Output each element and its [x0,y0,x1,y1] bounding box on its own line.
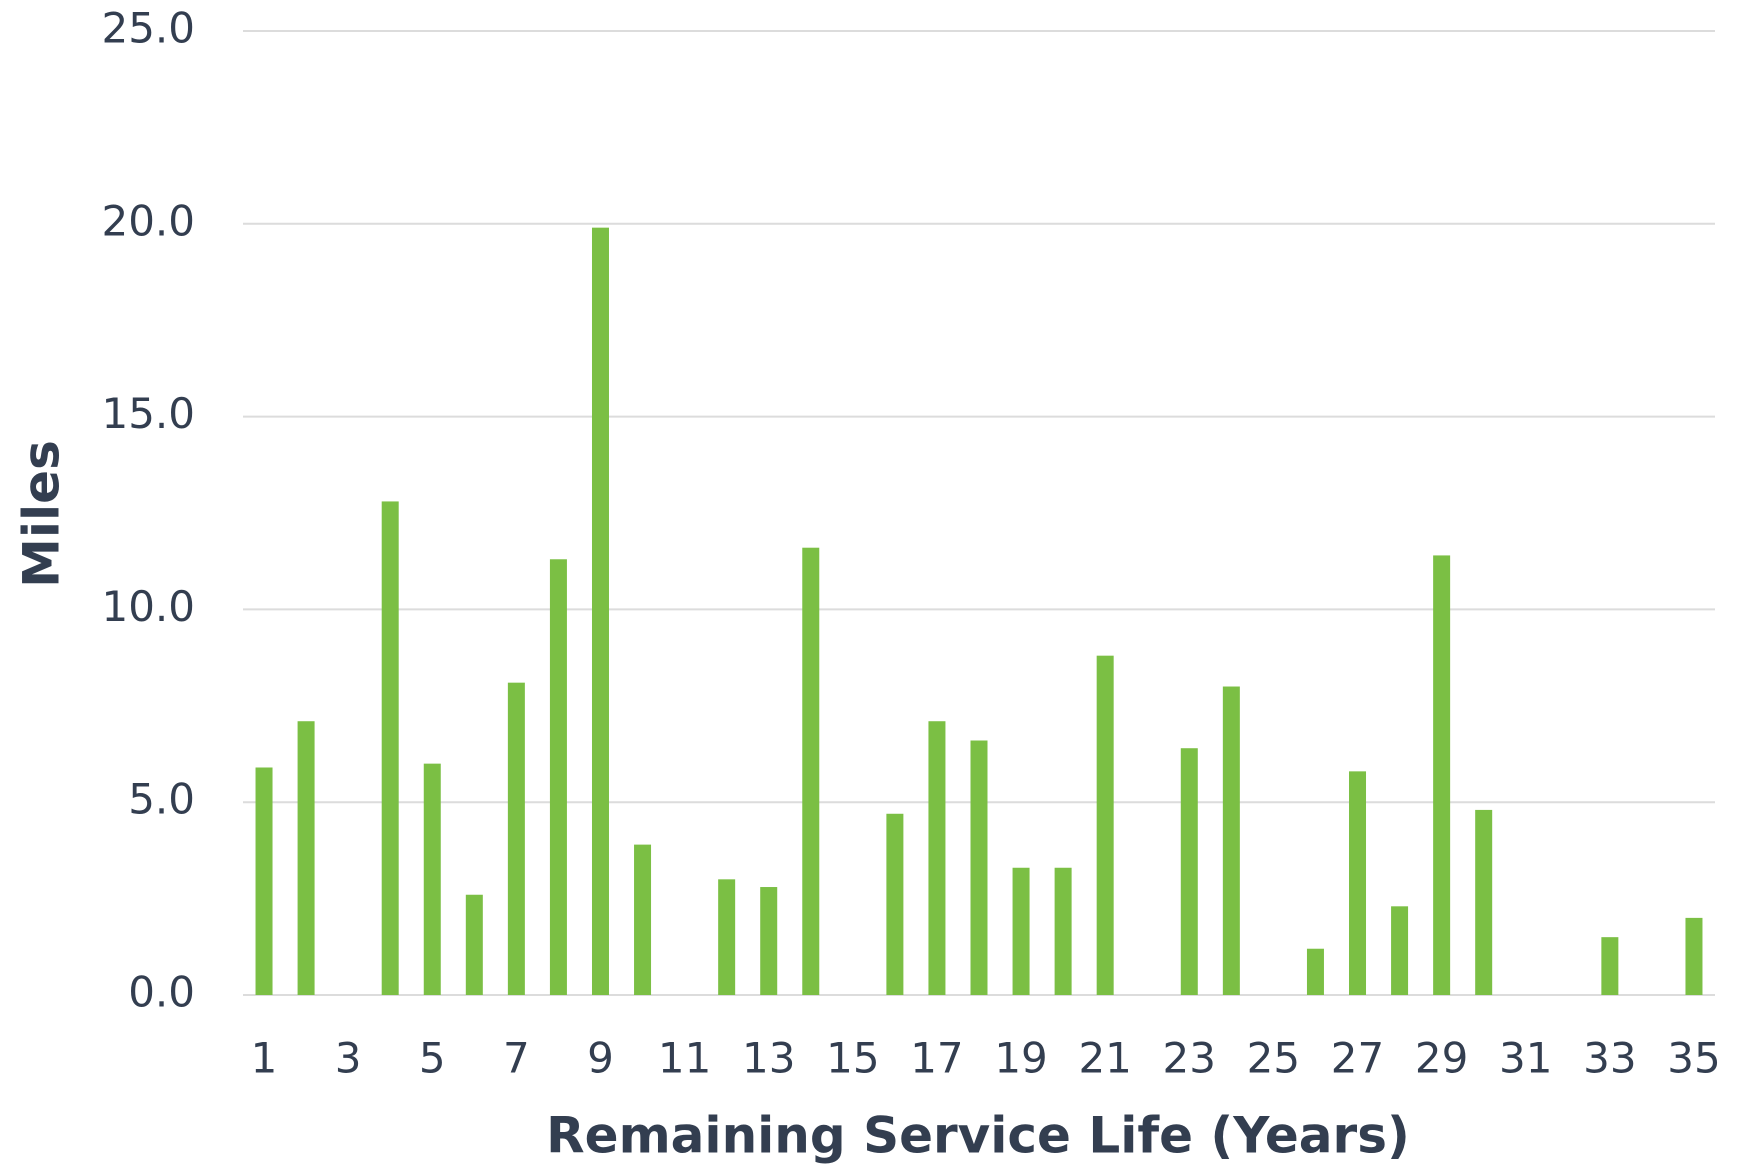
bar [928,721,946,995]
x-tick-label: 9 [587,1034,614,1083]
bar [1054,867,1072,995]
y-axis-title: Miles [13,440,71,588]
x-tick-label: 35 [1667,1034,1720,1083]
bar [381,501,399,995]
x-tick-label: 33 [1583,1034,1636,1083]
x-axis-title: Remaining Service Life (Years) [546,1107,1410,1165]
x-tick-label: 11 [658,1034,711,1083]
y-tick-label: 15.0 [101,389,195,438]
x-tick-label: 7 [503,1034,530,1083]
bar [1012,867,1030,995]
bar [507,682,525,995]
bar [1475,809,1493,995]
x-tick-label: 31 [1499,1034,1552,1083]
y-tick-label: 0.0 [128,968,195,1017]
bar [591,227,609,995]
y-tick-label: 10.0 [101,582,195,631]
bar [1180,748,1198,995]
x-tick-label: 13 [742,1034,795,1083]
bar [1685,917,1703,995]
bar [465,894,483,995]
bar [634,844,652,995]
x-tick-label: 19 [994,1034,1047,1083]
bar [760,887,778,995]
x-tick-label: 3 [335,1034,362,1083]
bar [255,767,273,995]
x-tick-label: 23 [1163,1034,1216,1083]
bar [802,547,820,995]
x-tick-label: 27 [1331,1034,1384,1083]
bar [423,763,441,995]
bar [297,721,315,995]
x-tick-label: 1 [251,1034,278,1083]
y-tick-label: 5.0 [128,775,195,824]
x-tick-label: 15 [826,1034,879,1083]
bar [1391,906,1409,995]
x-tick-label: 25 [1247,1034,1300,1083]
x-tick-label: 29 [1415,1034,1468,1083]
bar [549,559,567,995]
bar [1222,686,1240,995]
x-tick-label: 21 [1078,1034,1131,1083]
bar [970,740,988,995]
bar [1306,948,1324,995]
y-tick-label: 25.0 [101,4,195,53]
bar [1433,555,1451,995]
bar [1349,771,1367,995]
x-tick-label: 17 [910,1034,963,1083]
x-tick-label: 5 [419,1034,446,1083]
bar [1601,937,1619,995]
bar [718,879,736,995]
bar [1096,655,1114,995]
y-tick-label: 20.0 [101,196,195,245]
bar [886,813,904,995]
